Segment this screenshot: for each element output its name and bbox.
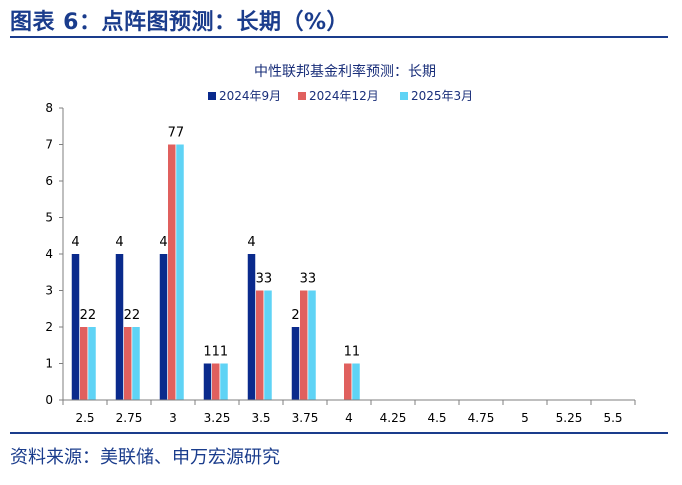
y-tick-label: 4 bbox=[45, 247, 53, 261]
x-tick-label: 5.25 bbox=[556, 411, 583, 425]
y-tick-label: 0 bbox=[45, 393, 53, 407]
bar-2-3.25 bbox=[212, 363, 220, 400]
bar-3-4 bbox=[352, 363, 360, 400]
legend-swatch-2 bbox=[298, 92, 306, 100]
legend-label-1: 2024年9月 bbox=[219, 89, 281, 103]
bar-2-3.5 bbox=[256, 290, 264, 400]
x-tick-label: 4.75 bbox=[468, 411, 495, 425]
chart-title: 中性联邦基金利率预测：长期 bbox=[254, 63, 436, 80]
x-tick-label: 2.5 bbox=[75, 411, 94, 425]
legend-label-3: 2025年3月 bbox=[411, 89, 473, 103]
data-label: 1 bbox=[352, 345, 360, 360]
bar-2-3 bbox=[168, 144, 176, 400]
data-label: 3 bbox=[264, 272, 272, 287]
data-label: 1 bbox=[212, 345, 220, 360]
data-label: 2 bbox=[124, 308, 132, 323]
figure-title: 图表 6：点阵图预测：长期（%） bbox=[10, 10, 350, 35]
bar-3-2.5 bbox=[88, 327, 96, 400]
data-label: 1 bbox=[344, 345, 352, 360]
x-tick-label: 3.25 bbox=[204, 411, 231, 425]
data-label: 1 bbox=[220, 345, 228, 360]
data-label: 4 bbox=[247, 235, 255, 250]
bar-3-3.25 bbox=[220, 363, 228, 400]
x-tick-label: 4.5 bbox=[427, 411, 446, 425]
x-tick-label: 3.75 bbox=[292, 411, 319, 425]
bottom-divider bbox=[10, 432, 668, 434]
y-tick-label: 1 bbox=[45, 357, 53, 371]
data-label: 2 bbox=[88, 308, 96, 323]
data-label: 4 bbox=[71, 235, 79, 250]
x-tick-label: 4.25 bbox=[380, 411, 407, 425]
bar-3-3 bbox=[176, 144, 184, 400]
bar-1-3.5 bbox=[247, 254, 256, 400]
bar-2-4 bbox=[344, 363, 352, 400]
x-tick-label: 2.75 bbox=[116, 411, 143, 425]
bar-chart: 中性联邦基金利率预测：长期 2024年9月 2024年12月 2025年3月 0 1 2 3 4… bbox=[45, 63, 636, 425]
bar-2-2.5 bbox=[80, 327, 88, 400]
y-tick-label: 6 bbox=[45, 174, 53, 188]
legend-label-2: 2024年12月 bbox=[309, 89, 379, 103]
bar-2-3.75 bbox=[300, 290, 308, 400]
data-label: 4 bbox=[159, 235, 167, 250]
y-tick-label: 2 bbox=[45, 320, 53, 334]
bar-3-3.75 bbox=[308, 290, 316, 400]
x-tick-label: 5 bbox=[521, 411, 529, 425]
bar-1-2.75 bbox=[115, 254, 124, 400]
y-tick-label: 7 bbox=[45, 138, 53, 152]
data-label: 7 bbox=[176, 126, 184, 141]
legend-swatch-1 bbox=[208, 92, 216, 100]
y-tick-label: 3 bbox=[45, 284, 53, 298]
data-label: 7 bbox=[168, 126, 176, 141]
bar-3-3.5 bbox=[264, 290, 272, 400]
data-label: 2 bbox=[132, 308, 140, 323]
data-label: 3 bbox=[256, 272, 264, 287]
bar-1-3 bbox=[159, 254, 168, 400]
bar-2-2.75 bbox=[124, 327, 132, 400]
data-label: 3 bbox=[308, 272, 316, 287]
bar-1-2.5 bbox=[71, 254, 80, 400]
source-note: 资料来源：美联储、申万宏源研究 bbox=[10, 447, 280, 468]
y-tick-label: 5 bbox=[45, 211, 53, 225]
data-label: 1 bbox=[203, 345, 211, 360]
data-label: 4 bbox=[115, 235, 123, 250]
legend-swatch-3 bbox=[400, 92, 408, 100]
bar-1-3.75 bbox=[291, 327, 300, 400]
bar-1-3.25 bbox=[203, 363, 212, 400]
data-label: 3 bbox=[300, 272, 308, 287]
data-label: 2 bbox=[80, 308, 88, 323]
data-label: 2 bbox=[291, 308, 299, 323]
y-tick-label: 8 bbox=[45, 101, 53, 115]
x-tick-label: 3.5 bbox=[251, 411, 270, 425]
x-tick-label: 4 bbox=[345, 411, 353, 425]
bar-3-2.75 bbox=[132, 327, 140, 400]
x-tick-label: 3 bbox=[169, 411, 177, 425]
top-divider bbox=[10, 36, 668, 38]
x-tick-label: 5.5 bbox=[603, 411, 622, 425]
